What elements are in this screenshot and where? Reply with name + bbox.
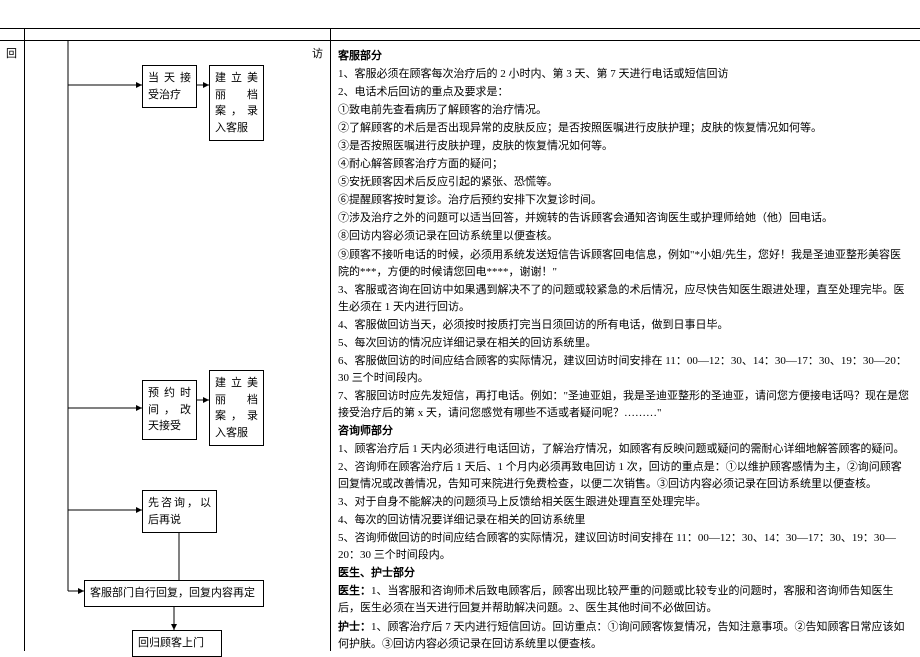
- vsep-mid: [330, 28, 331, 651]
- text-line: ⑥提醒顾客按时复诊。治疗后预约安排下次复诊时间。: [338, 192, 912, 209]
- flow-node-n3: 预约时间，改天接受: [142, 380, 197, 440]
- text-line: ③是否按照医嘱进行皮肤护理，皮肤的恢复情况如何等。: [338, 138, 912, 155]
- flow-edges: [24, 40, 330, 651]
- text-line: 2、电话术后回访的重点及要求是：: [338, 84, 912, 101]
- col-label-left: 回: [6, 45, 17, 61]
- flow-node-n6: 客服部门自行回复，回复内容再定: [84, 580, 264, 607]
- section2-body: 1、顾客治疗后 1 天内必须进行电话回访，了解治疗情况，如顾客有反映问题或疑问的…: [338, 441, 912, 564]
- text-line: ①致电前先查看病历了解顾客的治疗情况。: [338, 102, 912, 119]
- text-panel: 客服部分 1、客服必须在顾客每次治疗后的 2 小时内、第 3 天、第 7 天进行…: [338, 48, 912, 654]
- text-line: ⑦涉及治疗之外的问题可以适当回答，并婉转的告诉顾客会通知咨询医生或护理师给她（他…: [338, 210, 912, 227]
- section1-body: 1、客服必须在顾客每次治疗后的 2 小时内、第 3 天、第 7 天进行电话或短信…: [338, 66, 912, 422]
- section3-doctor: 医生：1、当客服和咨询师术后致电顾客后，顾客出现比较严重的问题或比较专业的问题时…: [338, 583, 912, 617]
- text-line: ②了解顾客的术后是否出现异常的皮肤反应；是否按照医嘱进行皮肤护理；皮肤的恢复情况…: [338, 120, 912, 137]
- section3-nurse: 护士：1、顾客治疗后 7 天内进行短信回访。回访重点：①询问顾客恢复情况，告知注…: [338, 619, 912, 653]
- text-line: 5、咨询师做回访的时间应结合顾客的实际情况，建议回访时间安排在 11：00—12…: [338, 530, 912, 564]
- text-line: 3、客服或咨询在回访中如果遇到解决不了的问题或较紧急的术后情况，应尽快告知医生跟…: [338, 282, 912, 316]
- flow-node-n1: 当天接受治疗: [142, 65, 197, 108]
- section1-heading: 客服部分: [338, 48, 912, 65]
- text-line: ⑧回访内容必须记录在回访系统里以便查核。: [338, 228, 912, 245]
- text-line: ⑨顾客不接听电话的时候，必须用系统发送短信告诉顾客回电信息，例如"*小姐/先生，…: [338, 247, 912, 281]
- flowchart-panel: 当天接受治疗建立美丽档案，录入客服预约时间，改天接受建立美丽档案，录入客服先咨询…: [24, 40, 330, 651]
- text-line: ④耐心解答顾客治疗方面的疑问；: [338, 156, 912, 173]
- text-line: 1、客服必须在顾客每次治疗后的 2 小时内、第 3 天、第 7 天进行电话或短信…: [338, 66, 912, 83]
- text-line: 7、客服回访时应先发短信，再打电话。例如："圣迪亚姐，我是圣迪亚整形的圣迪亚，请…: [338, 388, 912, 422]
- text-line: 5、每次回访的情况应详细记录在相关的回访系统里。: [338, 335, 912, 352]
- text-line: 1、顾客治疗后 1 天内必须进行电话回访，了解治疗情况，如顾客有反映问题或疑问的…: [338, 441, 912, 458]
- flow-node-n5: 先咨询，以后再说: [142, 490, 217, 533]
- text-line: ⑤安抚顾客因术后反应引起的紧张、恐慌等。: [338, 174, 912, 191]
- text-line: 4、客服做回访当天，必须按时按质打完当日须回访的所有电话，做到日事日毕。: [338, 317, 912, 334]
- text-line: 3、对于自身不能解决的问题须马上反馈给相关医生跟进处理直至处理完毕。: [338, 494, 912, 511]
- text-line: 4、每次的回访情况要详细记录在相关的回访系统里: [338, 512, 912, 529]
- section3-heading: 医生、护士部分: [338, 565, 912, 582]
- section2-heading: 咨询师部分: [338, 423, 912, 440]
- flow-node-n4: 建立美丽档案，录入客服: [209, 370, 264, 446]
- text-line: 2、咨询师在顾客治疗后 1 天后、1 个月内必须再致电回访 1 次，回访的重点是…: [338, 459, 912, 493]
- flow-node-n2: 建立美丽档案，录入客服: [209, 65, 264, 141]
- text-line: 6、客服做回访的时间应结合顾客的实际情况，建议回访时间安排在 11：00—12：…: [338, 353, 912, 387]
- flow-node-n7: 回归顾客上门: [132, 630, 222, 657]
